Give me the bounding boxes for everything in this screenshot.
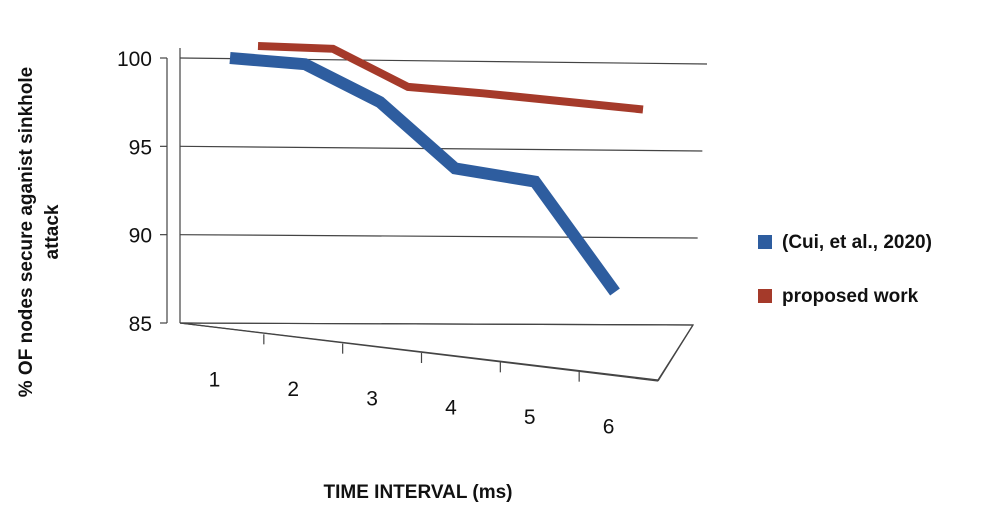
legend-swatch xyxy=(758,289,772,303)
x-tick-label: 2 xyxy=(287,378,299,401)
y-axis-title-line2: attack xyxy=(42,204,63,259)
x-axis-title: TIME INTERVAL (ms) xyxy=(324,482,513,503)
y-tick-label: 100 xyxy=(117,48,152,71)
series-line-cui xyxy=(229,52,620,296)
grid-layer xyxy=(166,48,708,382)
series-line-proposed xyxy=(257,42,644,114)
y-tick-label: 85 xyxy=(129,313,152,336)
x-tick-label: 5 xyxy=(524,406,536,429)
tick-layer: 85 90 95 100 1 2 3 4 5 6 xyxy=(117,48,614,438)
legend: (Cui, et al., 2020) proposed work xyxy=(758,232,932,307)
x-tick-label: 6 xyxy=(603,415,615,438)
x-tick-label: 3 xyxy=(366,387,378,410)
y-tick-label: 95 xyxy=(129,136,152,159)
x-tick-label: 4 xyxy=(445,397,457,420)
y-axis-title-line1: % OF nodes secure aganist sinkhole xyxy=(16,67,37,398)
label-layer: TIME INTERVAL (ms) % OF nodes secure aga… xyxy=(16,67,512,503)
legend-label: (Cui, et al., 2020) xyxy=(782,232,932,253)
series-layer xyxy=(229,42,644,296)
x-axis-line xyxy=(179,322,659,382)
legend-swatch xyxy=(758,235,772,249)
chart-floor xyxy=(179,322,695,381)
y-tick-label: 90 xyxy=(129,225,152,248)
x-tick-label: 1 xyxy=(209,369,221,392)
gridline-90 xyxy=(179,234,698,239)
floor-right-edge xyxy=(657,324,694,382)
legend-label: proposed work xyxy=(782,286,919,307)
